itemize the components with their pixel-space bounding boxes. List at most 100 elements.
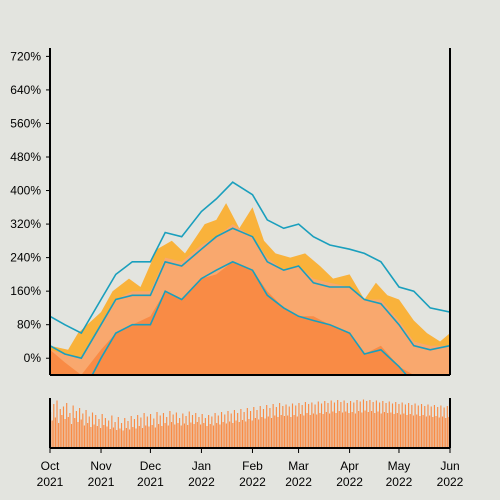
volume-bar [395, 402, 397, 448]
x-tick-year: 2021 [88, 475, 115, 489]
volume-bar [159, 415, 161, 448]
volume-bar [437, 407, 439, 448]
volume-bar [319, 413, 321, 448]
x-tick-month: Jan [192, 459, 211, 473]
volume-bar [120, 423, 123, 448]
volume-bar [138, 426, 140, 448]
volume-bar [412, 415, 415, 448]
volume-bar [393, 414, 395, 448]
volume-bar [225, 423, 227, 448]
volume-bar [380, 413, 382, 448]
volume-bar [211, 416, 213, 448]
main-plot-area [50, 181, 450, 375]
volume-bar [269, 408, 271, 448]
volume-bar [296, 416, 298, 448]
volume-bar [227, 411, 229, 448]
volume-bar [117, 417, 119, 448]
x-tick-month: May [388, 459, 411, 473]
volume-bar [177, 423, 179, 448]
volume-bar [103, 425, 105, 448]
x-tick-year: 2022 [437, 475, 464, 489]
volume-bar [411, 405, 413, 448]
volume-bar [391, 403, 394, 448]
volume-bar [74, 418, 76, 448]
volume-bar [158, 424, 160, 448]
volume-bar [425, 416, 427, 448]
volume-bar [112, 427, 115, 448]
volume-bar [372, 402, 374, 448]
volume-bar [90, 427, 92, 448]
volume-bar [262, 409, 265, 448]
volume-bar [274, 415, 276, 448]
volume-bar [67, 417, 69, 448]
volume-bar [430, 406, 432, 448]
volume-bar [162, 413, 165, 448]
volume-bar [358, 411, 360, 448]
y-axis: 0% 80% 160% 240% 320% 400% 480% 560% 640% 720% [10, 48, 451, 376]
volume-bar [148, 426, 150, 448]
volume-bar [333, 402, 335, 448]
volume-bar [235, 420, 237, 448]
volume-bar [51, 420, 53, 448]
volume-bar [359, 401, 361, 448]
volume-bar [191, 415, 194, 448]
volume-bar [154, 427, 156, 448]
x-tick-year: 2021 [137, 475, 164, 489]
volume-bar [87, 423, 89, 448]
volume-bar [287, 415, 289, 448]
volume-bar [83, 425, 85, 448]
volume-bar [317, 401, 319, 448]
x-tick-year: 2022 [239, 475, 266, 489]
x-tick-year: 2021 [37, 475, 64, 489]
volume-bar [150, 414, 152, 448]
volume-bar [64, 419, 66, 448]
volume-bar [303, 415, 305, 448]
volume-bar [85, 410, 87, 448]
volume-bar [330, 400, 332, 448]
y-tick-label: 320% [10, 217, 41, 231]
volume-bar [204, 418, 206, 448]
volume-bar [398, 404, 400, 448]
volume-bar [185, 416, 187, 448]
volume-bar [182, 413, 184, 448]
volume-bar [232, 423, 234, 448]
volume-bar [446, 406, 448, 448]
volume-bar [282, 406, 284, 448]
volume-bar [156, 412, 158, 448]
volume-bar [300, 414, 302, 448]
volume-bar [62, 406, 65, 448]
volume-bar [438, 417, 440, 448]
volume-bar [417, 405, 419, 448]
volume-bar [277, 417, 279, 448]
volume-bar [288, 406, 290, 448]
volume-bar [343, 400, 345, 448]
volume-bar [416, 414, 418, 448]
volume-bar [419, 416, 421, 448]
x-tick-month: Nov [90, 459, 111, 473]
volume-bar [96, 426, 98, 448]
volume-bar [219, 424, 221, 448]
volume-bar [424, 406, 426, 448]
y-tick-label: 480% [10, 150, 41, 164]
volume-bar [443, 407, 445, 448]
x-tick-year: 2022 [285, 475, 312, 489]
volume-bar [54, 417, 56, 448]
volume-bar [356, 400, 358, 448]
volume-bar [111, 415, 113, 448]
volume-bar [133, 419, 135, 448]
volume-bar [320, 403, 323, 448]
volume-bar [72, 405, 74, 448]
volume-bar [127, 421, 129, 448]
volume-bar [301, 405, 303, 448]
volume-bar [325, 412, 327, 448]
volume-bar [137, 415, 139, 448]
volume-bar [375, 400, 377, 448]
volume-bar [316, 414, 318, 448]
volume-bar [309, 415, 311, 448]
y-tick-label: 160% [10, 284, 41, 298]
volume-bar [240, 409, 242, 448]
volume-bar [335, 413, 337, 448]
volume-bar [153, 418, 155, 448]
volume-bar [341, 412, 344, 448]
